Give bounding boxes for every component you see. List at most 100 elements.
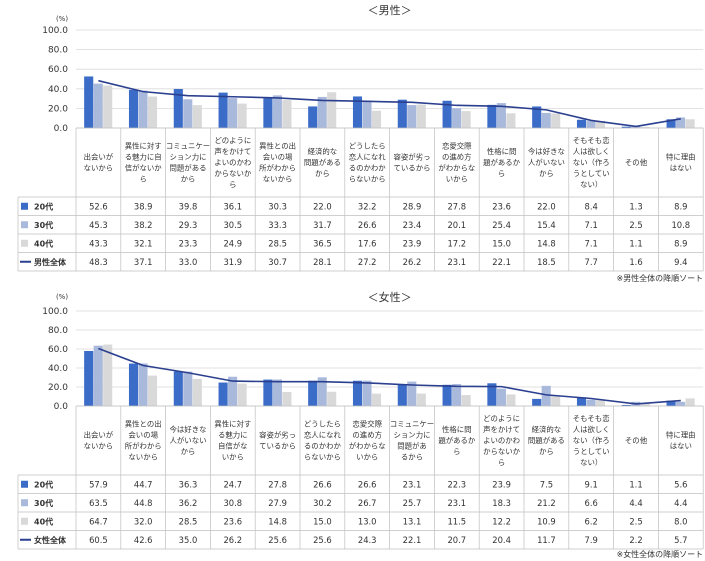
female-bar-s30 [93, 345, 103, 406]
male-data-label-s20: 32.2 [358, 201, 377, 211]
female-data-label-all: 26.2 [223, 535, 242, 545]
female-bar-s20 [532, 398, 542, 406]
female-category-label: どのように [483, 414, 520, 423]
male-data-label-s40: 7.1 [585, 238, 598, 248]
female-legend-label-s30: 30代 [34, 498, 53, 508]
male-data-label-s20: 22.0 [313, 201, 332, 211]
male-category-label: る魅力に自 [125, 153, 162, 162]
male-data-label-s30: 2.5 [629, 220, 642, 230]
female-category-label: から [539, 447, 554, 456]
male-y-tick-label: 40.0 [48, 85, 68, 95]
female-bar-s20 [84, 350, 94, 406]
female-data-label-s30: 6.6 [585, 498, 598, 508]
male-data-label-all: 48.3 [89, 257, 108, 267]
male-category-label: 特に理由 [666, 153, 696, 162]
male-data-label-s30: 20.1 [447, 220, 466, 230]
male-y-tick-label: 0.0 [54, 124, 69, 134]
male-data-label-s40: 15.0 [492, 238, 511, 248]
female-data-label-s20: 24.7 [223, 479, 242, 489]
female-data-label-all: 60.5 [89, 535, 108, 545]
female-data-label-s40: 64.7 [89, 516, 108, 526]
male-category-label: 問題がある [170, 164, 207, 173]
male-bar-s20 [397, 99, 407, 128]
female-bar-s30 [138, 363, 148, 406]
female-category-label: 題があるか [438, 436, 476, 445]
female-y-unit: (%) [56, 293, 68, 301]
female-data-label-s40: 10.9 [537, 516, 556, 526]
female-category-label: 人がいない [170, 436, 207, 445]
male-category-label: ら [498, 169, 505, 178]
male-bar-s20 [308, 106, 318, 128]
female-category-label: ら [453, 447, 460, 456]
female-bar-s40 [147, 375, 158, 406]
male-bar-s20 [621, 126, 631, 128]
male-bar-s20 [218, 92, 228, 128]
female-category-label: 会いの場 [128, 431, 158, 440]
male-category-label: ているから [394, 164, 431, 173]
male-data-label-s30: 33.3 [268, 220, 287, 230]
female-data-label-all: 20.4 [492, 535, 511, 545]
female-bar-s20 [576, 397, 587, 406]
female-category-label: 性格に問 [442, 425, 472, 434]
male-data-label-s30: 38.2 [134, 220, 153, 230]
male-data-label-s20: 8.9 [674, 201, 687, 211]
male-data-label-s30: 25.4 [492, 220, 511, 230]
male-data-label-s20: 39.8 [179, 201, 198, 211]
female-data-label-s20: 1.1 [629, 479, 642, 489]
male-bar-s40 [147, 96, 158, 128]
female-data-label-s30: 4.4 [629, 498, 642, 508]
male-category-label: 恋愛交際 [442, 142, 472, 151]
male-data-label-all: 22.1 [492, 257, 511, 267]
male-category-label: るのかわか [349, 164, 387, 173]
male-bar-s30 [93, 83, 103, 128]
female-bar-s30 [228, 376, 238, 406]
male-bar-s40 [192, 105, 202, 128]
female-sort-note: ※女性全体の降順ソート [616, 549, 703, 559]
male-category-label: 出会いが [84, 153, 114, 162]
female-data-label-s20: 57.9 [89, 479, 108, 489]
female-bar-s40 [416, 393, 426, 406]
female-bar-s40 [371, 393, 382, 406]
female-data-label-s40: 15.0 [313, 516, 332, 526]
male-bar-s40 [685, 119, 695, 128]
female-data-label-all: 11.7 [537, 535, 556, 545]
female-category-label: ているから [259, 442, 296, 451]
female-bar-s20 [308, 380, 318, 406]
female-y-tick-label: 100.0 [42, 307, 68, 317]
female-category-label: 恋人になれ [304, 431, 342, 440]
female-data-label-s20: 44.7 [134, 479, 153, 489]
female-data-label-s20: 27.8 [268, 479, 287, 489]
female-total-line [98, 347, 681, 405]
male-y-tick-label: 80.0 [48, 46, 68, 56]
male-bar-s30 [183, 99, 193, 128]
male-bar-s40 [237, 103, 247, 128]
female-y-tick-label: 20.0 [48, 383, 68, 393]
male-data-label-all: 9.4 [674, 257, 687, 267]
female-category-label: 問題があ [397, 442, 427, 451]
male-bar-s40 [506, 113, 516, 128]
male-bar-s20 [532, 106, 542, 128]
female-data-label-s40: 11.5 [447, 516, 466, 526]
female-data-label-s40: 28.5 [179, 516, 198, 526]
female-bar-s30 [407, 381, 417, 406]
female-legend-swatch-s20 [21, 480, 28, 488]
male-bar-s20 [352, 96, 363, 128]
female-data-label-s30: 30.2 [313, 498, 332, 508]
male-data-label-s20: 28.9 [403, 201, 422, 211]
male-bar-s20 [576, 119, 587, 128]
male-data-label-s20: 38.9 [134, 201, 153, 211]
female-bar-s20 [487, 383, 497, 406]
male-data-label-all: 26.2 [403, 257, 422, 267]
male-total-line [98, 79, 681, 128]
female-category-label: 特に理由 [666, 431, 696, 440]
male-data-label-s20: 27.8 [447, 201, 466, 211]
male-category-label: どのように [214, 136, 251, 145]
male-data-label-all: 33.0 [179, 257, 198, 267]
male-bar-s40 [640, 126, 650, 128]
male-bar-s20 [173, 88, 183, 128]
male-category-label: 今は好きな [528, 147, 565, 156]
female-data-label-s20: 5.6 [674, 479, 687, 489]
male-data-label-all: 18.5 [537, 257, 556, 267]
male-data-label-s40: 28.5 [268, 238, 287, 248]
male-legend-swatch-s40 [21, 239, 28, 247]
